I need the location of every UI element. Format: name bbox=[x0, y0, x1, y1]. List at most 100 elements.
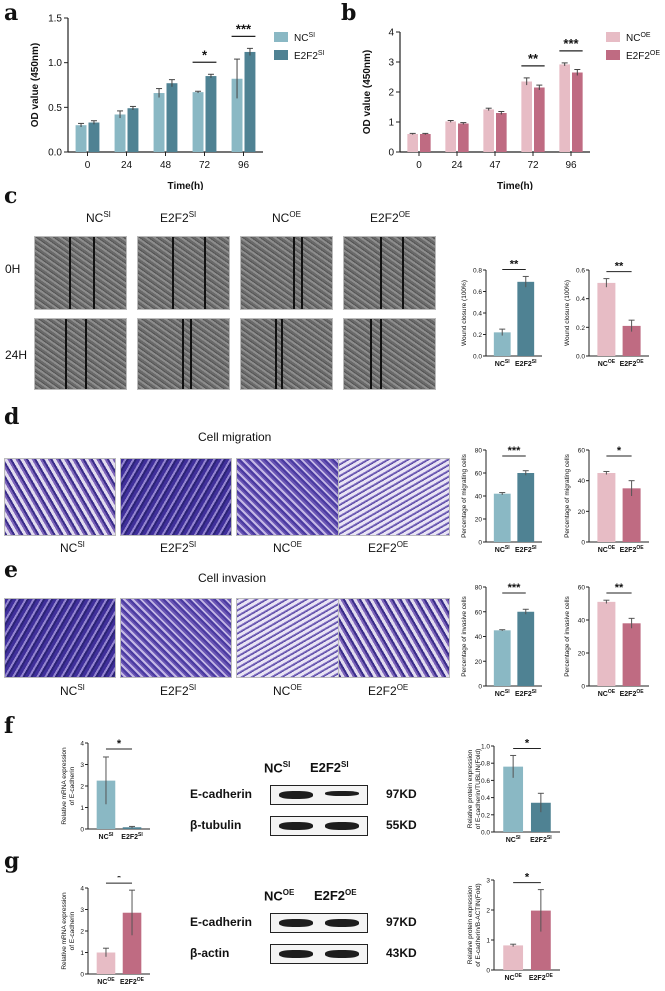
x-tick-label: NCOE bbox=[97, 977, 115, 986]
bar bbox=[445, 121, 456, 152]
bar bbox=[244, 51, 256, 152]
blot-header-sup: SI bbox=[282, 760, 291, 769]
x-tick-label: 72 bbox=[199, 160, 211, 171]
blot-header-sup: OE bbox=[282, 888, 295, 897]
y-axis-label: Relative mRNA expression bbox=[61, 892, 68, 970]
bar bbox=[88, 122, 100, 152]
panel-label-f: f bbox=[4, 713, 14, 739]
x-tick-sup: SI bbox=[547, 835, 552, 841]
blot-band bbox=[279, 791, 313, 799]
chart-g-protein-oe: 0 1 2 3 NCOE E2F2OE * Relative protein expressi… bbox=[467, 872, 560, 982]
chart-d-migration-si: 0 20 40 60 80 NCSI E2F2SI *** Percentage of migr… bbox=[461, 445, 542, 554]
x-tick-sup: SI bbox=[532, 545, 537, 551]
inv-label-ncoe: NCOE bbox=[273, 683, 302, 698]
bar bbox=[597, 473, 616, 542]
invasion-image bbox=[120, 598, 232, 678]
x-tick-label: 72 bbox=[527, 160, 539, 171]
y-axis-label: Relative protein expression bbox=[467, 749, 474, 828]
x-tick-label: 24 bbox=[451, 160, 463, 171]
legend-label: NCOE bbox=[626, 32, 651, 44]
bar bbox=[521, 81, 532, 152]
significance-mark: *** bbox=[563, 36, 579, 51]
y-tick-label: 0 bbox=[486, 968, 490, 975]
y-axis-label: of E-cadherin bbox=[69, 766, 76, 805]
y-axis-label: Percentage of migrating cells bbox=[564, 453, 571, 538]
bar bbox=[231, 78, 243, 152]
legend-sup: SI bbox=[318, 50, 325, 57]
blot-band bbox=[279, 822, 313, 830]
bar bbox=[127, 108, 139, 152]
migration-image bbox=[4, 458, 116, 536]
wound-edge-line bbox=[301, 237, 303, 309]
bar bbox=[122, 912, 142, 974]
y-axis-label: OD value (450nm) bbox=[362, 50, 373, 134]
x-tick-label: E2F2SI bbox=[515, 545, 537, 554]
wound-edge-line bbox=[190, 319, 192, 389]
bar bbox=[205, 76, 217, 152]
wound-edge-line bbox=[93, 237, 95, 309]
significance-mark: * bbox=[617, 445, 622, 457]
y-tick-label: 0.8 bbox=[481, 761, 490, 768]
x-tick-label: E2F2OE bbox=[620, 359, 645, 368]
y-tick-label: 0.4 bbox=[576, 296, 585, 303]
bar bbox=[483, 109, 494, 152]
x-tick-sup: SI bbox=[516, 835, 521, 841]
y-axis-label: of E-cadherin bbox=[69, 911, 76, 950]
migration-image bbox=[120, 458, 232, 536]
chart-f-protein-si: 0.0 0.2 0.4 0.6 0.8 1.0 NCSI E2F2SI * Relative pr… bbox=[467, 737, 560, 844]
y-tick-label: 0 bbox=[478, 684, 482, 691]
y-tick-label: 0 bbox=[80, 827, 84, 834]
y-tick-label: 0.6 bbox=[576, 268, 585, 275]
wound-image-0h bbox=[137, 236, 230, 310]
bar bbox=[192, 92, 204, 152]
y-tick-label: 0.2 bbox=[576, 325, 585, 332]
wound-edge-line bbox=[172, 237, 174, 309]
y-tick-label: 20 bbox=[475, 517, 483, 524]
x-tick-sup: OE bbox=[636, 359, 644, 365]
y-tick-label: 60 bbox=[578, 448, 586, 455]
legend-label: NCSI bbox=[294, 32, 315, 44]
x-tick-label: E2F2SI bbox=[530, 835, 552, 844]
wound-edge-line bbox=[275, 319, 277, 389]
chart-a-proliferation-si: 0.00.51.01.50 24 48 72 96****OD value (450nm… bbox=[30, 14, 325, 191]
blot-kd-label: 97KD bbox=[386, 915, 417, 929]
significance-mark: * bbox=[117, 738, 122, 750]
bar bbox=[530, 910, 551, 970]
y-tick-label: 1.5 bbox=[48, 14, 62, 25]
x-tick-label: 24 bbox=[121, 160, 133, 171]
chart-d-migration-oe: 0 20 40 60 NCOE E2F2OE * Percentage of migratin… bbox=[564, 445, 649, 554]
invasion-title: Cell invasion bbox=[198, 571, 267, 585]
y-tick-label: 0.8 bbox=[473, 268, 482, 275]
y-tick-label: 1.0 bbox=[481, 744, 490, 751]
migration-image bbox=[338, 458, 450, 536]
y-tick-label: 0.0 bbox=[576, 354, 585, 361]
bar bbox=[559, 64, 570, 152]
x-tick-sup: OE bbox=[546, 973, 554, 979]
bar bbox=[597, 601, 616, 686]
panel-label-d: d bbox=[4, 404, 20, 430]
y-axis-label: OD value (450nm) bbox=[30, 43, 41, 127]
y-tick-label: 3 bbox=[486, 878, 490, 885]
legend-swatch bbox=[274, 32, 288, 42]
x-tick-label: E2F2SI bbox=[515, 359, 537, 368]
wound-edge-line bbox=[281, 319, 283, 389]
y-tick-label: 0.2 bbox=[481, 812, 490, 819]
bar bbox=[517, 281, 535, 356]
wound-edge-line bbox=[204, 237, 206, 309]
wound-image-24h bbox=[240, 318, 333, 390]
col-header-ncoe: NCOE bbox=[272, 210, 301, 225]
y-tick-label: 20 bbox=[578, 509, 586, 516]
x-tick-sup: SI bbox=[138, 832, 143, 838]
bar bbox=[166, 83, 178, 152]
y-tick-label: 0.0 bbox=[481, 830, 490, 837]
y-tick-label: 60 bbox=[578, 585, 586, 592]
y-axis-label: Wound closure (100%) bbox=[461, 280, 468, 346]
bar bbox=[122, 827, 142, 829]
wound-edge-line bbox=[380, 237, 382, 309]
y-tick-label: 0 bbox=[80, 972, 84, 979]
y-tick-label: 0.0 bbox=[473, 354, 482, 361]
y-tick-label: 4 bbox=[388, 28, 394, 39]
significance-mark: * bbox=[202, 47, 208, 62]
significance-mark: ** bbox=[615, 261, 624, 273]
